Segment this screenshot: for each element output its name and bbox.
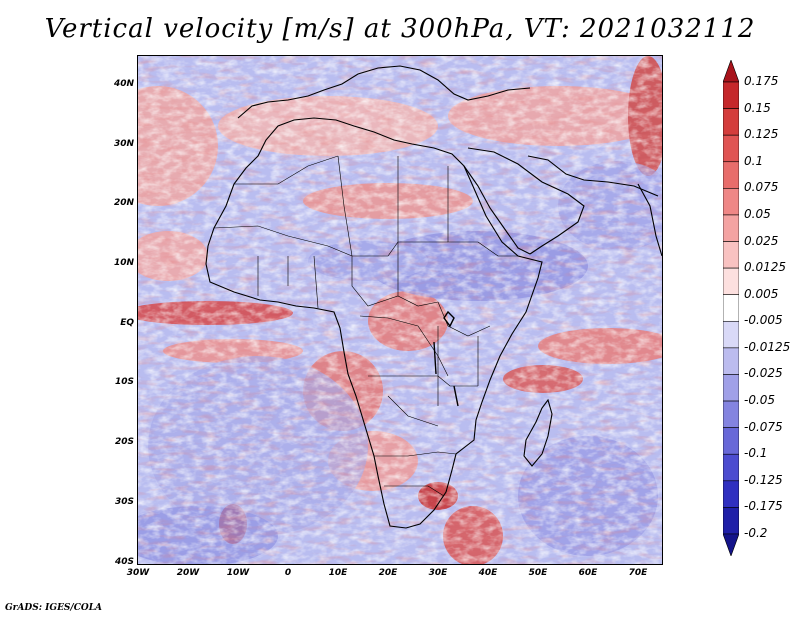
colorbar-label: -0.0125 [744, 339, 791, 354]
lat-label-10s: 10S [114, 377, 134, 387]
coastlines [205, 65, 662, 529]
colorbar-cell [723, 400, 739, 428]
red-sea [463, 165, 531, 255]
colorbar-cell [723, 188, 739, 216]
colorbar-cell [723, 533, 739, 556]
lon-label-50e: 50E [528, 568, 548, 578]
colorbar-label: 0.175 [744, 74, 779, 88]
grads-credit: GrADS: IGES/COLA [5, 603, 103, 613]
colorbar-label: -0.05 [744, 393, 776, 408]
colorbar-cell [723, 60, 739, 83]
field-texture-red [138, 56, 662, 564]
colorbar-label: 0.05 [744, 206, 771, 221]
colorbar-label: -0.005 [744, 313, 783, 328]
madagascar-coastline [523, 398, 553, 467]
colorbar-label: -0.2 [744, 526, 768, 540]
colorbar-cell [723, 427, 739, 455]
arabian-peninsula [467, 147, 585, 255]
map-title: Vertical velocity [m/s] at 300hPa, VT: 2… [44, 14, 756, 44]
colorbar-label: 0.1 [744, 153, 764, 168]
lon-label-70e: 70E [628, 568, 648, 578]
lon-label-60e: 60E [578, 568, 598, 578]
persian-gulf-coast [527, 155, 659, 197]
colorbar-label: 0.025 [744, 233, 779, 248]
colorbar-cell [723, 108, 739, 136]
colorbar-cell [723, 507, 739, 535]
lat-label-30s: 30S [114, 497, 134, 507]
colorbar-cell [723, 294, 739, 322]
lat-label-40n: 40N [113, 79, 134, 89]
colorbar-label: 0.125 [744, 127, 779, 142]
colorbar-cell [723, 480, 739, 508]
colorbar [723, 60, 739, 556]
colorbar-cell [723, 453, 739, 482]
lon-label-30w: 30W [126, 568, 150, 578]
colorbar-label: -0.175 [744, 499, 783, 514]
lon-label-20e: 20E [378, 568, 398, 578]
lon-label-10w: 10W [226, 568, 250, 578]
india-coast [637, 183, 662, 257]
lat-label-eq: EQ [120, 318, 134, 328]
colorbar-label: -0.075 [744, 419, 783, 434]
colorbar-label: 0.15 [744, 100, 771, 115]
colorbar-label: -0.1 [744, 446, 768, 461]
lon-label-40e: 40E [478, 568, 498, 578]
lat-label-10n: 10N [113, 258, 134, 268]
lat-label-20s: 20S [114, 437, 134, 447]
lon-label-20w: 20W [176, 568, 200, 578]
colorbar-cell [723, 81, 739, 109]
colorbar-label: 0.0125 [744, 260, 786, 275]
lat-label-30n: 30N [113, 139, 134, 149]
colorbar-cell [723, 267, 739, 296]
colorbar-cell [723, 214, 739, 242]
colorbar-cell [723, 161, 739, 189]
africa-coastline [205, 117, 543, 529]
lat-label-20n: 20N [113, 198, 134, 208]
great-lakes [433, 310, 459, 407]
lon-label-10e: 10E [328, 568, 348, 578]
colorbar-label: 0.075 [744, 180, 779, 195]
lat-label-40s: 40S [114, 557, 134, 567]
europe-coastline [237, 65, 531, 119]
lon-label-30e: 30E [428, 568, 448, 578]
map-panel [137, 55, 663, 565]
colorbar-cell [723, 134, 739, 163]
colorbar-label: 0.005 [744, 286, 779, 301]
colorbar-label: -0.025 [744, 366, 783, 381]
lon-label-0: 0 [284, 568, 292, 578]
country-borders [213, 155, 518, 497]
colorbar-label: -0.125 [744, 472, 783, 487]
colorbar-cell [723, 347, 739, 375]
colorbar-cell [723, 374, 739, 402]
vertical-velocity-map [138, 56, 662, 564]
colorbar-cell [723, 241, 739, 269]
colorbar-cell [723, 320, 739, 349]
